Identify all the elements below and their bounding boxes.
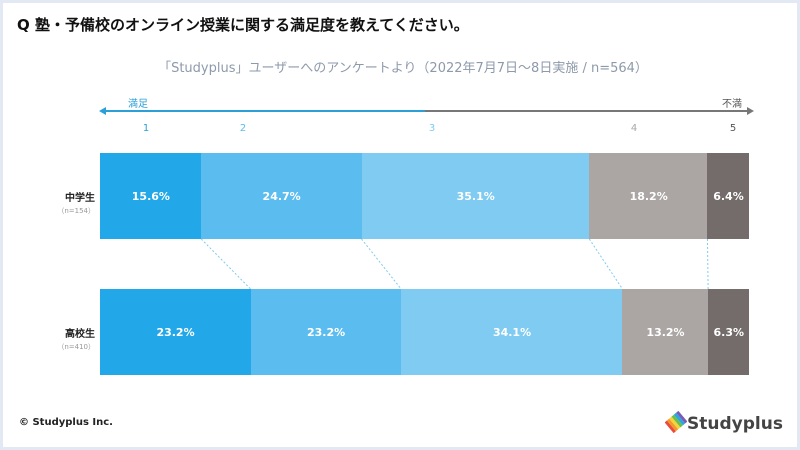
scale-number-1: 1 [142, 123, 150, 134]
scale-number-5: 5 [729, 123, 737, 134]
scale-number-4: 4 [630, 123, 638, 134]
bar-value-label: 15.6% [131, 189, 170, 203]
row-n-junior-high: （n=154） [57, 207, 95, 215]
bar-segment-2-3: 34.1% [401, 289, 623, 375]
scale-number-3: 3 [428, 123, 436, 134]
connector-line [200, 238, 251, 290]
row-label-junior-high: 中学生 [65, 193, 95, 204]
connector-lines [200, 238, 709, 290]
arrow-right-icon [747, 107, 754, 115]
bar-segment-2-5: 6.3% [708, 289, 750, 375]
bar-value-label: 34.1% [492, 325, 532, 339]
studyplus-logo: Studyplus [687, 414, 783, 434]
connector-line [588, 238, 623, 290]
slide: Q 塾・予備校のオンライン授業に関する満足度を教えてください。 「Studypl… [3, 3, 797, 447]
bar-value-label: 23.2% [156, 325, 195, 339]
bar-value-label: 24.7% [262, 189, 301, 203]
row-label-high-school: 高校生 [65, 329, 95, 340]
bar-value-label: 6.3% [713, 325, 745, 339]
connector-line [706, 238, 709, 290]
dissatisfied-label: 不満 [722, 99, 742, 110]
bar-value-label: 23.2% [307, 325, 346, 339]
scale-arrow [99, 107, 754, 115]
connector-line [361, 238, 402, 290]
bar-segment-1-1: 15.6% [100, 153, 202, 239]
arrow-left-icon [99, 107, 106, 115]
bar-segment-2-2: 23.2% [250, 289, 402, 375]
question-title: Q 塾・予備校のオンライン授業に関する満足度を教えてください。 [17, 16, 469, 34]
bar-segment-1-4: 18.2% [589, 153, 708, 239]
bar-segment-1-5: 6.4% [707, 153, 750, 239]
survey-subtitle: 「Studyplus」ユーザーへのアンケートより（2022年7月7日～8日実施 … [158, 61, 648, 76]
bar-value-label: 18.2% [629, 189, 668, 203]
scale-number-2: 2 [239, 123, 247, 134]
bar-segment-1-2: 24.7% [201, 153, 363, 239]
bar-value-label: 6.4% [713, 189, 744, 203]
copyright: © Studyplus Inc. [19, 417, 113, 428]
studyplus-logo-icon [665, 410, 687, 434]
bar-segment-1-3: 35.1% [361, 153, 590, 239]
row-n-high-school: （n=410） [57, 343, 95, 351]
satisfied-label: 満足 [128, 99, 148, 110]
bar-segment-2-1: 23.2% [100, 289, 252, 375]
bar-segment-2-4: 13.2% [622, 289, 709, 375]
bar-value-label: 13.2% [646, 325, 685, 339]
bar-value-label: 35.1% [456, 189, 495, 203]
